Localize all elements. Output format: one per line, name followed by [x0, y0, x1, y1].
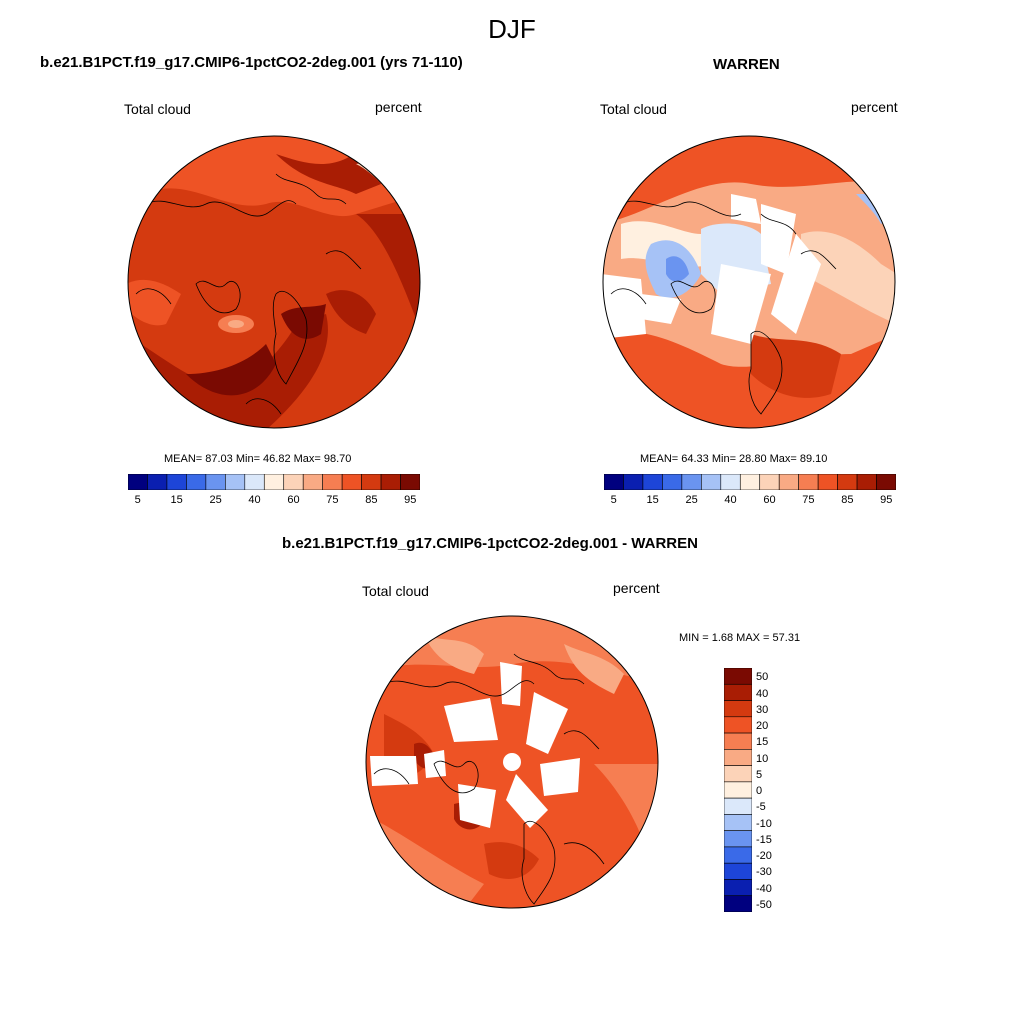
colorbar-swatch — [361, 474, 382, 490]
panel-title-observations: WARREN — [713, 56, 780, 73]
units-label: percent — [851, 99, 898, 115]
colorbar-swatch — [778, 474, 799, 490]
colorbar-tick-label: -20 — [756, 850, 772, 863]
colorbar-tick-label: -40 — [756, 882, 772, 895]
colorbar-tick-label: 0 — [756, 785, 763, 798]
colorbar-swatch — [876, 474, 896, 490]
colorbar-swatch — [186, 474, 207, 490]
colorbar-tick-label: 50 — [756, 671, 769, 684]
colorbar-swatch — [720, 474, 741, 490]
panel-title-difference: b.e21.B1PCT.f19_g17.CMIP6-1pctCO2-2deg.0… — [282, 535, 698, 552]
colorbar-swatch — [724, 862, 752, 880]
panel-title-model: b.e21.B1PCT.f19_g17.CMIP6-1pctCO2-2deg.0… — [40, 54, 463, 71]
colorbar-swatch — [283, 474, 304, 490]
map-model-polar — [127, 135, 421, 429]
colorbar-swatch — [724, 797, 752, 815]
colorbar-tick-label: -30 — [756, 866, 772, 879]
colorbar-tick-label: 20 — [756, 720, 769, 733]
colorbar-tick-label: 25 — [685, 494, 698, 506]
colorbar-tick-label: 5 — [134, 494, 141, 506]
colorbar-swatch — [400, 474, 420, 490]
colorbar-swatch — [724, 668, 752, 685]
figure-title: DJF — [488, 14, 536, 44]
colorbar-tick-label: 15 — [756, 736, 769, 749]
colorbar-tick-label: 85 — [365, 494, 378, 506]
colorbar-difference — [724, 668, 752, 912]
colorbar-tick-label: 15 — [646, 494, 659, 506]
colorbar-swatch — [147, 474, 168, 490]
map-difference-polar — [365, 615, 659, 909]
colorbar-swatch — [662, 474, 683, 490]
colorbar-swatch — [724, 830, 752, 848]
colorbar-swatch — [380, 474, 401, 490]
colorbar-tick-label: 40 — [248, 494, 261, 506]
colorbar-tick-label: 5 — [610, 494, 617, 506]
colorbar-tick-label: -10 — [756, 817, 772, 830]
colorbar-ticks-difference: 50 40 30 20 15 10 5 0 -5 -10 -15 -20 -30 -40 -50 — [756, 668, 806, 912]
colorbar-tick-label: -5 — [756, 801, 766, 814]
colorbar-swatch — [724, 700, 752, 718]
colorbar-swatch — [701, 474, 722, 490]
colorbar-swatch — [724, 716, 752, 734]
stats-model: MEAN= 87.03 Min= 46.82 Max= 98.70 — [164, 453, 352, 465]
colorbar-absolute-right — [604, 474, 896, 490]
colorbar-swatch — [341, 474, 362, 490]
stats-observations: MEAN= 64.33 Min= 28.80 Max= 89.10 — [640, 453, 828, 465]
variable-label: Total cloud — [124, 101, 191, 117]
colorbar-swatch — [623, 474, 644, 490]
colorbar-swatch — [724, 895, 752, 912]
units-label: percent — [375, 99, 422, 115]
colorbar-tick-label: 60 — [763, 494, 776, 506]
colorbar-tick-label: 95 — [880, 494, 893, 506]
stats-difference: MIN = 1.68 MAX = 57.31 — [679, 632, 801, 644]
colorbar-swatch — [244, 474, 265, 490]
colorbar-swatch — [724, 765, 752, 783]
colorbar-swatch — [166, 474, 187, 490]
colorbar-tick-label: 25 — [209, 494, 222, 506]
colorbar-tick-label: 30 — [756, 703, 769, 716]
colorbar-swatch — [724, 846, 752, 864]
colorbar-tick-label: 75 — [802, 494, 815, 506]
colorbar-swatch — [604, 474, 624, 490]
colorbar-tick-label: 15 — [170, 494, 183, 506]
colorbar-swatch — [724, 683, 752, 701]
colorbar-tick-label: 5 — [756, 768, 763, 781]
colorbar-swatch — [724, 879, 752, 897]
variable-label: Total cloud — [600, 101, 667, 117]
colorbar-swatch — [642, 474, 663, 490]
colorbar-tick-label: 40 — [756, 687, 769, 700]
colorbar-swatch — [128, 474, 148, 490]
colorbar-swatch — [302, 474, 323, 490]
colorbar-swatch — [322, 474, 343, 490]
colorbar-swatch — [724, 781, 752, 799]
colorbar-tick-label: -15 — [756, 833, 772, 846]
colorbar-swatch — [681, 474, 702, 490]
colorbar-swatch — [205, 474, 226, 490]
colorbar-tick-label: 40 — [724, 494, 737, 506]
colorbar-swatch — [225, 474, 246, 490]
colorbar-ticks-right: 5 15 25 40 60 75 85 95 — [604, 494, 896, 508]
colorbar-tick-label: 95 — [404, 494, 417, 506]
colorbar-swatch — [798, 474, 819, 490]
colorbar-swatch — [856, 474, 877, 490]
colorbar-tick-label: 75 — [326, 494, 339, 506]
colorbar-tick-label: 85 — [841, 494, 854, 506]
colorbar-swatch — [817, 474, 838, 490]
map-observations-polar — [602, 135, 896, 429]
colorbar-tick-label: 60 — [287, 494, 300, 506]
colorbar-tick-label: 10 — [756, 752, 769, 765]
colorbar-swatch — [739, 474, 761, 490]
colorbar-swatch — [724, 732, 752, 750]
colorbar-swatch — [724, 814, 752, 831]
colorbar-ticks-left: 5 15 25 40 60 75 85 95 — [128, 494, 420, 508]
variable-label: Total cloud — [362, 583, 429, 599]
colorbar-absolute-left — [128, 474, 420, 490]
colorbar-swatch — [724, 749, 752, 766]
units-label: percent — [613, 580, 660, 596]
colorbar-swatch — [759, 474, 780, 490]
colorbar-tick-label: -50 — [756, 899, 772, 911]
colorbar-swatch — [837, 474, 858, 490]
colorbar-swatch — [263, 474, 285, 490]
